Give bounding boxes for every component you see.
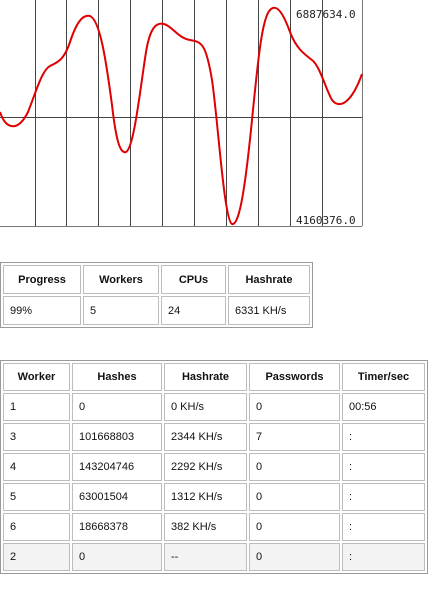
header-worker: Worker <box>3 363 70 391</box>
cell-timer: : <box>342 453 425 481</box>
cell-passwords: 7 <box>249 423 340 451</box>
hashrate-line <box>0 6 363 225</box>
summary-table: Progress Workers CPUs Hashrate 99% 5 24 … <box>0 262 313 328</box>
table-row: 3 101668803 2344 KH/s 7 : <box>3 423 425 451</box>
table-row: 1 0 0 KH/s 0 00:56 <box>3 393 425 421</box>
table-row: 2 0 -- 0 : <box>3 543 425 571</box>
cell-passwords: 0 <box>249 513 340 541</box>
cell-worker: 2 <box>3 543 70 571</box>
cell-worker: 3 <box>3 423 70 451</box>
value-cpus: 24 <box>161 296 226 325</box>
cell-hashrate: 1312 KH/s <box>164 483 247 511</box>
value-hashrate: 6331 KH/s <box>228 296 310 325</box>
workers-header-row: Worker Hashes Hashrate Passwords Timer/s… <box>3 363 425 391</box>
graph-background <box>0 0 363 228</box>
cell-hashes: 0 <box>72 543 162 571</box>
header-timer: Timer/sec <box>342 363 425 391</box>
summary-value-row: 99% 5 24 6331 KH/s <box>3 296 310 325</box>
cell-worker: 4 <box>3 453 70 481</box>
graph-min-label: 4160376.0 <box>296 214 356 227</box>
cell-timer: 00:56 <box>342 393 425 421</box>
header-workers: Workers <box>83 265 159 294</box>
cell-hashes: 18668378 <box>72 513 162 541</box>
cell-hashrate: -- <box>164 543 247 571</box>
header-hashrate: Hashrate <box>228 265 310 294</box>
cell-worker: 5 <box>3 483 70 511</box>
cell-hashes: 0 <box>72 393 162 421</box>
cell-hashrate: 2292 KH/s <box>164 453 247 481</box>
summary-header-row: Progress Workers CPUs Hashrate <box>3 265 310 294</box>
cell-timer: : <box>342 423 425 451</box>
header-cpus: CPUs <box>161 265 226 294</box>
cell-timer: : <box>342 513 425 541</box>
header-hashes: Hashes <box>72 363 162 391</box>
cell-passwords: 0 <box>249 453 340 481</box>
cell-hashes: 63001504 <box>72 483 162 511</box>
header-worker-hashrate: Hashrate <box>164 363 247 391</box>
header-progress: Progress <box>3 265 81 294</box>
workers-table: Worker Hashes Hashrate Passwords Timer/s… <box>0 360 428 574</box>
cell-timer: : <box>342 543 425 571</box>
table-row: 4 143204746 2292 KH/s 0 : <box>3 453 425 481</box>
cell-passwords: 0 <box>249 543 340 571</box>
cell-worker: 6 <box>3 513 70 541</box>
value-progress: 99% <box>3 296 81 325</box>
table-row: 6 18668378 382 KH/s 0 : <box>3 513 425 541</box>
cell-hashrate: 2344 KH/s <box>164 423 247 451</box>
value-workers: 5 <box>83 296 159 325</box>
hashrate-graph: 6887634.0 4160376.0 <box>0 0 365 230</box>
cell-hashes: 143204746 <box>72 453 162 481</box>
cell-hashes: 101668803 <box>72 423 162 451</box>
cell-passwords: 0 <box>249 483 340 511</box>
graph-gridlines <box>0 0 363 227</box>
table-row: 5 63001504 1312 KH/s 0 : <box>3 483 425 511</box>
cell-passwords: 0 <box>249 393 340 421</box>
cell-worker: 1 <box>3 393 70 421</box>
cell-hashrate: 382 KH/s <box>164 513 247 541</box>
cell-hashrate: 0 KH/s <box>164 393 247 421</box>
cell-timer: : <box>342 483 425 511</box>
hashrate-graph-svg: 6887634.0 4160376.0 <box>0 0 363 228</box>
graph-max-label: 6887634.0 <box>296 8 356 21</box>
header-passwords: Passwords <box>249 363 340 391</box>
